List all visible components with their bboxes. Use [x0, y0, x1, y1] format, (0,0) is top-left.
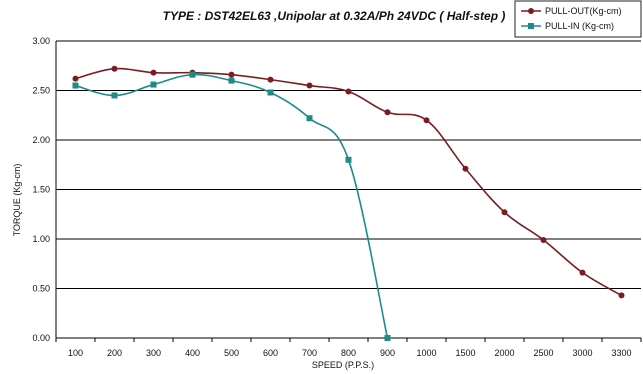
y-axis-label: TORQUE (Kg-cm) — [12, 164, 22, 237]
x-tick-label: 600 — [263, 348, 278, 358]
y-tick-label: 1.50 — [32, 185, 50, 195]
pull-out-point — [501, 209, 508, 216]
pull-out-point — [579, 269, 586, 276]
pull-in-point — [111, 92, 118, 99]
y-tick-label: 0.50 — [32, 284, 50, 294]
pull-in-point — [384, 335, 391, 341]
pull-out-point — [111, 65, 118, 72]
pull-in-point — [72, 82, 79, 89]
y-tick-label: 1.00 — [32, 234, 50, 244]
pull-out-point — [462, 165, 469, 172]
pull-out-point — [345, 88, 352, 95]
x-tick-label: 300 — [146, 348, 161, 358]
chart-title: TYPE : DST42EL63 ,Unipolar at 0.32A/Ph 2… — [163, 9, 506, 23]
x-axis-label: SPEED (P.P.S.) — [312, 360, 374, 370]
pull-in-point — [306, 115, 313, 122]
legend-box — [514, 0, 642, 38]
x-tick-label: 400 — [185, 348, 200, 358]
legend-marker-pull-out — [528, 8, 534, 14]
axes — [55, 41, 641, 339]
pull-out-point — [618, 292, 625, 299]
pull-out-point — [423, 117, 430, 124]
pull-in-point — [228, 77, 235, 84]
legend-marker-pull-in — [528, 23, 534, 29]
pull-out-line — [75, 67, 622, 297]
pull-in-point — [345, 156, 352, 163]
pull-in-line — [75, 73, 389, 339]
pull-out-point — [72, 75, 79, 82]
x-tick-label: 3000 — [572, 348, 592, 358]
pull-in-point — [150, 81, 157, 88]
pull-out-point — [150, 69, 157, 76]
x-axis-ticks: 100 200 300 400 500 600 700 800 900 1000 1500 2000 2… — [55, 338, 642, 358]
pull-out-point — [228, 71, 235, 78]
x-tick-label: 700 — [302, 348, 317, 358]
x-tick-label: 2500 — [533, 348, 553, 358]
x-tick-label: 200 — [107, 348, 122, 358]
x-tick-label: 100 — [68, 348, 83, 358]
pull-out-point — [384, 109, 391, 116]
grid — [56, 40, 641, 339]
pull-out-point — [267, 76, 274, 83]
x-tick-label: 3300 — [611, 348, 631, 358]
x-tick-label: 500 — [224, 348, 239, 358]
x-tick-label: 1000 — [416, 348, 436, 358]
y-tick-label: 3.00 — [32, 36, 50, 46]
y-tick-label: 2.50 — [32, 86, 50, 96]
legend-label-pull-in: PULL-IN (Kg-cm) — [545, 21, 614, 31]
pull-out-point — [540, 236, 547, 243]
pull-out-point — [306, 82, 313, 89]
x-tick-label: 1500 — [455, 348, 475, 358]
y-tick-label: 0.00 — [32, 333, 50, 343]
pull-in-point — [267, 89, 274, 96]
pull-in-point — [189, 71, 196, 78]
y-tick-label: 2.00 — [32, 135, 50, 145]
legend: PULL-OUT(Kg-cm) PULL-IN (Kg-cm) — [514, 0, 642, 38]
x-tick-label: 900 — [380, 348, 395, 358]
legend-label-pull-out: PULL-OUT(Kg-cm) — [545, 6, 622, 16]
x-tick-label: 2000 — [494, 348, 514, 358]
x-tick-label: 800 — [341, 348, 356, 358]
y-axis-ticks: 0.00 0.50 1.00 1.50 2.00 2.50 3.00 — [32, 36, 50, 343]
series-markers — [72, 65, 625, 341]
series-lines — [75, 67, 622, 339]
